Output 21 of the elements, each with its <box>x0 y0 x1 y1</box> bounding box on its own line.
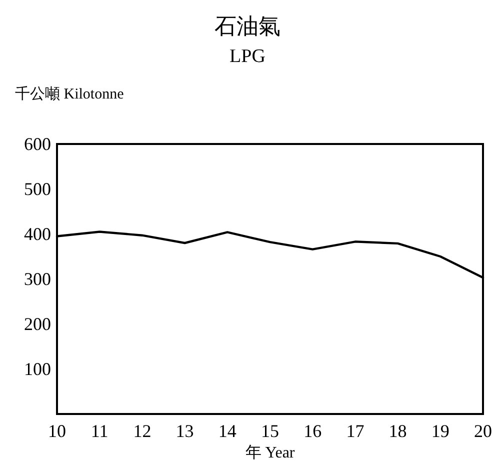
chart-title: 石油氣 <box>214 14 280 38</box>
chart-subtitle: LPG <box>230 46 266 67</box>
y-tick-label: 200 <box>24 314 51 334</box>
x-tick-label: 17 <box>346 421 364 441</box>
x-tick-label: 20 <box>474 421 492 441</box>
x-tick-label: 13 <box>176 421 194 441</box>
y-tick-label: 400 <box>24 224 51 244</box>
x-tick-label: 14 <box>218 421 236 441</box>
x-tick-label: 11 <box>90 421 108 441</box>
x-tick-label: 19 <box>431 421 450 441</box>
y-axis-title: 千公噸 Kilotonne <box>15 86 124 102</box>
y-tick-label: 500 <box>24 179 51 199</box>
x-tick-label: 15 <box>261 421 279 441</box>
x-tick-label: 18 <box>388 421 407 441</box>
x-tick-label: 16 <box>304 421 322 441</box>
y-tick-label: 300 <box>24 269 51 289</box>
x-tick-label: 12 <box>133 421 152 441</box>
x-tick-label: 10 <box>48 421 66 441</box>
x-axis-title: 年 Year <box>245 444 296 462</box>
y-tick-label: 100 <box>24 359 51 379</box>
y-tick-label: 600 <box>24 134 51 154</box>
